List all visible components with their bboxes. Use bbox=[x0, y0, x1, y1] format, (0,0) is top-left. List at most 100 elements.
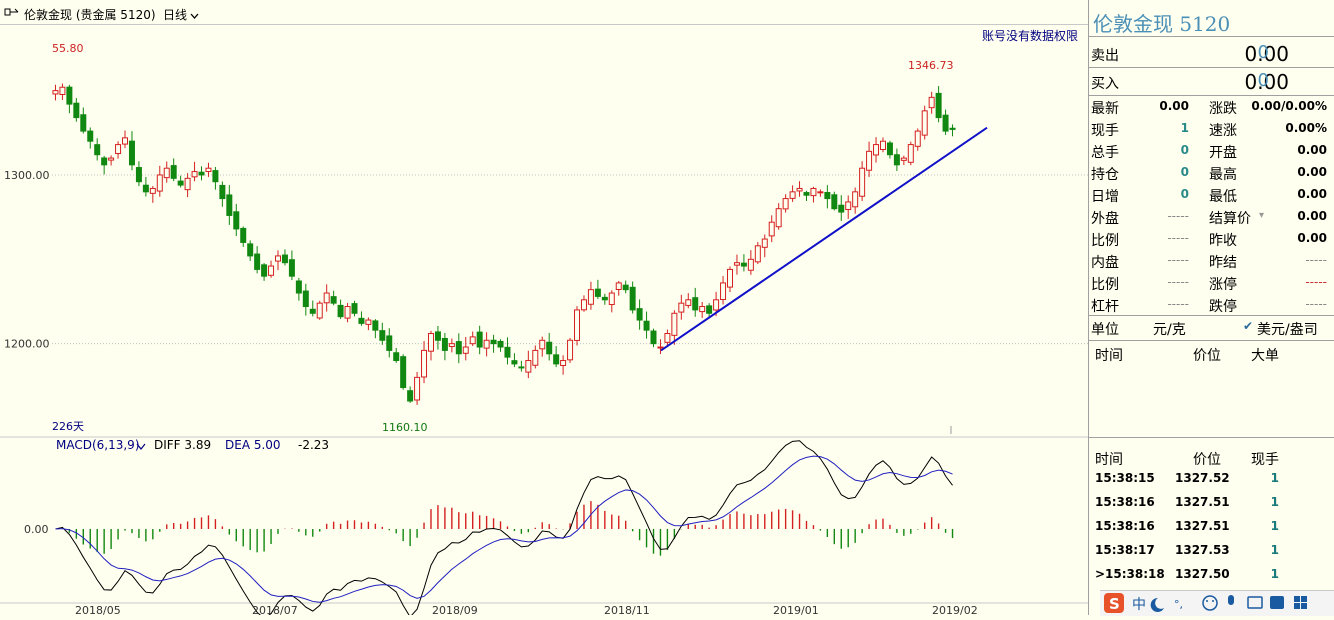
stats-row: 持仓 0 最高 0.00 bbox=[1089, 162, 1334, 184]
trades-header: 时间 价位 现手 bbox=[1089, 447, 1334, 469]
candle-body bbox=[73, 102, 80, 119]
stats-row: 日增 0 最低 0.00 bbox=[1089, 184, 1334, 206]
stat-value: 0.00% bbox=[1285, 121, 1327, 135]
candle-body bbox=[643, 320, 650, 331]
chevron-down-icon bbox=[136, 443, 146, 450]
stat-label: 现手 bbox=[1091, 123, 1119, 139]
buy-label: 买入 bbox=[1091, 76, 1119, 92]
candle-body bbox=[115, 144, 122, 154]
unit-label: 单位 bbox=[1091, 322, 1119, 338]
macd-name: MACD(6,13,9) bbox=[56, 438, 140, 452]
period-selector[interactable]: 日线 bbox=[163, 8, 188, 22]
candle-body bbox=[740, 262, 747, 267]
candle-body bbox=[720, 282, 727, 301]
candle-body bbox=[657, 346, 664, 349]
ime-mode: 中 bbox=[1132, 597, 1146, 613]
chevron-down-icon[interactable] bbox=[190, 9, 199, 23]
candle-body bbox=[518, 366, 525, 369]
candle-body bbox=[615, 282, 622, 290]
candle-body bbox=[226, 194, 233, 216]
candle-body bbox=[539, 339, 546, 350]
candle-body bbox=[122, 137, 129, 145]
candle-body bbox=[664, 333, 671, 343]
grid-icon bbox=[1294, 596, 1300, 602]
stats-row: 外盘 ----- 结算价 0.00 ▾ bbox=[1089, 206, 1334, 228]
stat-label: 持仓 bbox=[1091, 167, 1119, 183]
instrument-title: 伦敦金现 (贵金属 5120) bbox=[24, 8, 156, 22]
days-label: 226天 bbox=[52, 420, 84, 433]
candle-body bbox=[52, 90, 59, 95]
candle-body bbox=[212, 170, 219, 183]
sogou-logo-icon: S bbox=[1104, 593, 1124, 613]
candle-body bbox=[761, 238, 768, 248]
trade-row: 15:38:15 1327.52 1 bbox=[1089, 467, 1334, 491]
candle-body bbox=[421, 349, 428, 378]
stats-row: 现手 1 速涨 0.00% bbox=[1089, 118, 1334, 140]
trade-row: >15:38:18 1327.50 1 bbox=[1089, 563, 1334, 587]
candle-body bbox=[532, 349, 539, 366]
sell-row[interactable]: 卖出 0.00 0 bbox=[1089, 40, 1334, 68]
candle-body bbox=[629, 286, 636, 311]
trade-price: 1327.51 bbox=[1175, 519, 1230, 533]
candle-body bbox=[302, 290, 309, 308]
stat-label: 最新 bbox=[1091, 101, 1119, 117]
stat-value: ----- bbox=[1167, 297, 1189, 311]
x-tick-label: 2018/11 bbox=[604, 604, 650, 615]
candle-body bbox=[796, 187, 803, 192]
moon-icon bbox=[1150, 597, 1164, 612]
stat-label: 总手 bbox=[1091, 145, 1119, 161]
candle-body bbox=[921, 110, 928, 136]
candle-body bbox=[198, 171, 205, 176]
candle-body bbox=[254, 253, 261, 270]
candle-body bbox=[407, 390, 414, 402]
high-label: 55.80 bbox=[52, 42, 84, 55]
candle-body bbox=[309, 308, 316, 314]
candle-body bbox=[699, 306, 706, 313]
candle-body bbox=[831, 194, 838, 210]
macd-panel bbox=[55, 440, 954, 615]
trade-time: >15:38:18 bbox=[1095, 567, 1165, 581]
candle-body bbox=[316, 302, 323, 319]
unit-option-usd-ounce[interactable]: 美元/盎司 bbox=[1257, 322, 1318, 338]
stats-row: 杠杆 ----- 跌停 ----- bbox=[1089, 294, 1334, 316]
chart-canvas[interactable]: 1300.00 1200.00 55.80 1346.73 1160.10 226天 201… bbox=[0, 0, 1088, 615]
candle-body bbox=[685, 299, 692, 306]
candle-body bbox=[671, 312, 678, 336]
chevron-down-icon[interactable]: ▾ bbox=[1259, 210, 1265, 221]
stat-value: ----- bbox=[1167, 275, 1189, 289]
sell-volume: 0 bbox=[1257, 42, 1269, 63]
candle-body bbox=[379, 330, 386, 341]
candle-body bbox=[601, 296, 608, 301]
trades-header-volume: 现手 bbox=[1251, 452, 1279, 468]
trade-volume: 1 bbox=[1270, 471, 1279, 485]
candle-body bbox=[149, 187, 156, 194]
candle-body bbox=[525, 360, 532, 373]
candle-body bbox=[330, 296, 337, 304]
x-tick-label: 2019/01 bbox=[773, 604, 819, 615]
candle-body bbox=[434, 331, 441, 341]
candle-body bbox=[400, 356, 407, 389]
x-tick-label: 2018/07 bbox=[252, 604, 298, 615]
trade-price: 1327.51 bbox=[1175, 495, 1230, 509]
buy-row[interactable]: 买入 0.00 0 bbox=[1089, 68, 1334, 96]
unit-option-cny-gram[interactable]: 元/克 bbox=[1153, 322, 1186, 338]
chart-type-icon[interactable] bbox=[4, 6, 20, 20]
stats-row: 最新 0.00 涨跌 0.00/0.00% bbox=[1089, 96, 1334, 118]
candle-body bbox=[101, 157, 108, 166]
stat-value: ----- bbox=[1305, 253, 1327, 267]
candle-body bbox=[455, 341, 462, 355]
candle-body bbox=[886, 142, 893, 156]
candle-body bbox=[414, 376, 421, 401]
stat-value: ----- bbox=[1167, 253, 1189, 267]
candle-body bbox=[782, 198, 789, 210]
trade-price: 1327.50 bbox=[1175, 567, 1230, 581]
ime-toolbar[interactable]: S 中 °, bbox=[1100, 590, 1334, 616]
dea-line bbox=[55, 455, 953, 603]
stat-label: 涨跌 bbox=[1209, 101, 1237, 117]
chart-area[interactable]: 1300.00 1200.00 55.80 1346.73 1160.10 226天 201… bbox=[0, 0, 1088, 615]
candle-body bbox=[233, 211, 240, 230]
candle-body bbox=[553, 354, 560, 365]
candle-body bbox=[247, 243, 254, 257]
macd-value: -2.23 bbox=[298, 438, 329, 452]
trade-row: 15:38:16 1327.51 1 bbox=[1089, 515, 1334, 539]
